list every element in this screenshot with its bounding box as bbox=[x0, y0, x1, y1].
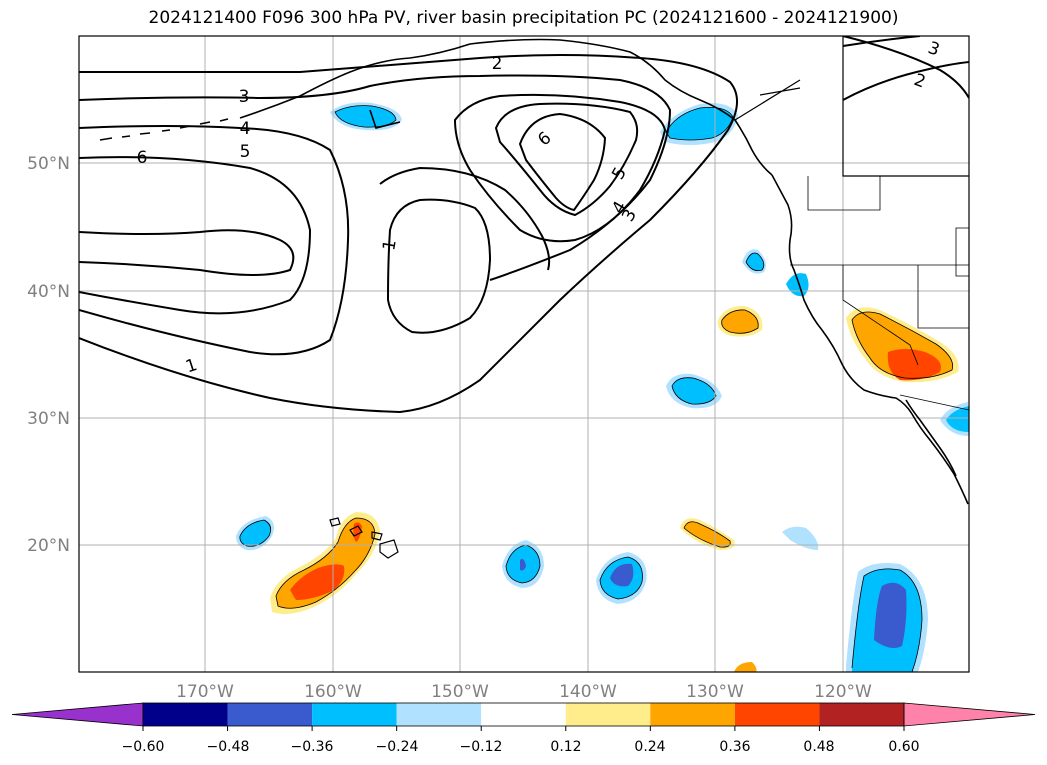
contour-label: 4 bbox=[240, 119, 251, 139]
shade-negative-region bbox=[610, 563, 634, 587]
map-title: 2024121400 F096 300 hPa PV, river basin … bbox=[148, 8, 899, 28]
colorbar-ticks bbox=[142, 726, 905, 731]
colorbar-tick-label: 0.24 bbox=[634, 739, 665, 755]
latitude-labels: 50°N 40°N 30°N 20°N bbox=[27, 154, 70, 556]
shade-positive-region bbox=[721, 309, 759, 334]
contour-label: 2 bbox=[492, 54, 503, 74]
shade-negative-region bbox=[782, 526, 819, 550]
lon-label: 160°W bbox=[304, 682, 362, 702]
colorbar-segment bbox=[481, 703, 566, 726]
pv-contour-labels: 1 1 2 2 3 3 3 4 4 5 5 6 6 bbox=[137, 38, 943, 377]
shade-positive-region bbox=[734, 662, 757, 672]
map-frame bbox=[78, 35, 970, 673]
colorbar-tick-label: −0.48 bbox=[207, 739, 250, 755]
shade-positive-region bbox=[684, 521, 731, 548]
shade-negative-region bbox=[874, 582, 907, 648]
shade-negative-region bbox=[666, 107, 733, 140]
contour-label: 3 bbox=[925, 38, 942, 60]
colorbar-segment bbox=[143, 703, 228, 726]
contour-label: 3 bbox=[239, 87, 250, 107]
lon-label: 130°W bbox=[686, 682, 744, 702]
colorbar-extend-high bbox=[903, 702, 1036, 727]
pv-contours bbox=[79, 36, 969, 414]
lat-label: 50°N bbox=[27, 154, 70, 174]
lon-label: 170°W bbox=[176, 682, 234, 702]
colorbar-segment bbox=[650, 703, 735, 726]
contour-label: 5 bbox=[608, 164, 631, 183]
colorbar-tick-label: −0.12 bbox=[460, 739, 503, 755]
shade-positive-region bbox=[290, 564, 345, 600]
shade-negative-region bbox=[786, 273, 809, 297]
colorbar-segment bbox=[819, 703, 904, 726]
shade-negative-region bbox=[946, 406, 969, 432]
colorbar-tick-label: −0.60 bbox=[122, 739, 165, 755]
colorbar-segment bbox=[565, 703, 651, 726]
shade-negative-region bbox=[746, 253, 764, 271]
colorbar-segment bbox=[312, 703, 397, 726]
lon-label: 150°W bbox=[431, 682, 489, 702]
lat-label: 30°N bbox=[27, 409, 70, 429]
colorbar-segments bbox=[11, 702, 1036, 727]
colorbar-segment bbox=[734, 703, 820, 726]
colorbar-extend-low bbox=[11, 702, 144, 727]
shade-negative-region bbox=[672, 377, 716, 405]
colorbar-tick-label: −0.36 bbox=[291, 739, 334, 755]
colorbar-tick-label: −0.24 bbox=[376, 739, 419, 755]
contour-label: 6 bbox=[534, 128, 555, 150]
colorbar-tick-labels: −0.60 −0.48 −0.36 −0.24 −0.12 0.12 0.24 … bbox=[122, 739, 920, 755]
lon-label: 120°W bbox=[814, 682, 872, 702]
colorbar-segment bbox=[396, 703, 482, 726]
contour-label: 6 bbox=[137, 148, 148, 168]
shade-positive-region bbox=[887, 349, 941, 381]
precip-shading bbox=[236, 102, 969, 672]
shade-negative-region bbox=[520, 558, 526, 571]
coastlines bbox=[99, 36, 969, 559]
shade-negative-region bbox=[335, 105, 396, 128]
lat-label: 20°N bbox=[27, 536, 70, 556]
colorbar: −0.60 −0.48 −0.36 −0.24 −0.12 0.12 0.24 … bbox=[11, 702, 1036, 755]
colorbar-tick-label: 0.60 bbox=[888, 739, 919, 755]
contour-label: 1 bbox=[379, 238, 401, 252]
contour-label: 1 bbox=[183, 355, 199, 377]
colorbar-segment bbox=[227, 703, 313, 726]
precip-outlines bbox=[239, 105, 954, 672]
longitude-labels: 170°W 160°W 150°W 140°W 130°W 120°W bbox=[176, 682, 872, 702]
colorbar-tick-label: 0.48 bbox=[803, 739, 834, 755]
colorbar-tick-label: 0.36 bbox=[719, 739, 750, 755]
lat-label: 40°N bbox=[27, 282, 70, 302]
colorbar-tick-label: 0.12 bbox=[550, 739, 581, 755]
contour-label: 5 bbox=[240, 142, 251, 162]
lon-label: 140°W bbox=[559, 682, 617, 702]
colorbar-outline bbox=[142, 702, 905, 727]
